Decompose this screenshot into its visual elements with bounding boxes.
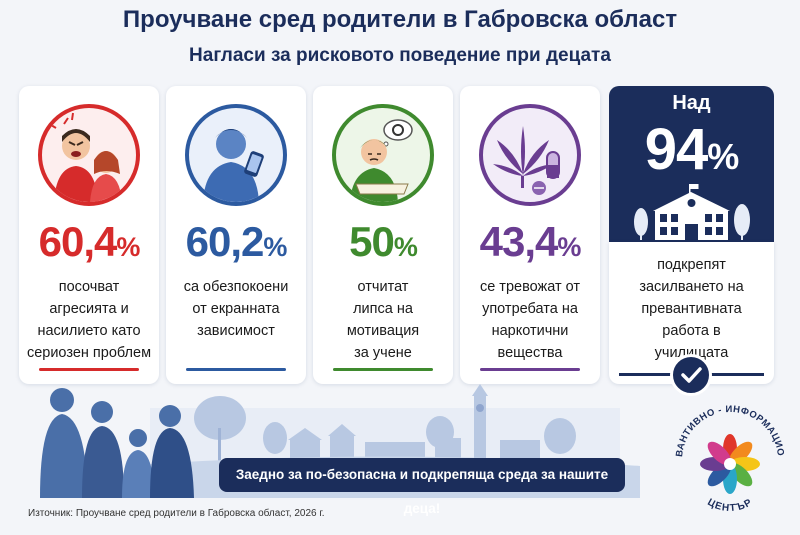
highlight-value: 94%: [644, 117, 740, 182]
page-subtitle: Нагласи за рисковото поведение при децат…: [189, 45, 611, 66]
page-title: Проучване сред родители в Габровска обла…: [122, 6, 678, 33]
stat-description: се тревожат от употребата на наркотични вещ…: [479, 279, 581, 361]
stat-value: 60,4%: [38, 218, 141, 265]
checkmark-icon: [670, 354, 712, 396]
stat-description: са обезпокоени от екранната зависимост: [183, 279, 289, 339]
highlight-description-panel: подкрепят засилването на превантивната рабо…: [609, 242, 774, 396]
highlight-description: подкрепят засилването на превантивната рабо…: [639, 257, 744, 361]
stat-card-drugs: 43,4% се тревожат от употребата на наркоти…: [460, 86, 600, 384]
highlight-card: Над 94%: [609, 86, 774, 242]
stat-value: 60,2%: [185, 218, 288, 265]
child-with-smartphone-icon: [185, 104, 287, 206]
angry-parent-crying-child-icon: [38, 104, 140, 206]
stat-value: 43,4%: [479, 218, 582, 265]
stat-description: отчитат липса на мотивация за учене: [346, 279, 420, 361]
slogan-banner: Заедно за по-безопасна и подкрепяща сред…: [219, 458, 625, 516]
center-logo: ПРЕВАНТИВНО - ИНФОРМАЦИОНЕН ЦЕНТЪР: [664, 384, 792, 535]
stat-card-screen-addiction: 60,2% са обезпокоени от екранната зависимо…: [166, 86, 306, 384]
school-building-icon: [634, 184, 750, 240]
stat-card-aggression: 60,4% посочват агресията и насилието като с…: [19, 86, 159, 384]
card-underline: [39, 368, 139, 371]
card-underline: [186, 368, 286, 371]
card-underline: [333, 368, 433, 371]
bored-student-with-book-icon: [332, 104, 434, 206]
card-underline: [480, 368, 580, 371]
stat-card-motivation: 50% отчитат липса на мотивация за учене: [313, 86, 453, 384]
flower-logo-icon: [700, 434, 760, 494]
highlight-prefix: Над: [672, 92, 711, 114]
stat-value: 50%: [349, 218, 418, 265]
source-note: Източник: Проучване сред родители в Габр…: [28, 508, 325, 519]
cannabis-leaf-and-pills-icon: [479, 104, 581, 206]
logo-bottom-text: ЦЕНТЪР: [705, 497, 753, 514]
svg-text:ЦЕНТЪР: ЦЕНТЪР: [705, 497, 754, 514]
stat-description: посочват агресията и насилието като сериозе…: [26, 279, 152, 361]
